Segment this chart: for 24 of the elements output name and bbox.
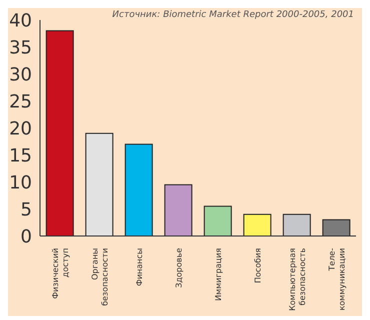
y-tick-label: 10: [9, 172, 32, 194]
bar: [322, 219, 350, 236]
y-tick-label: 5: [20, 199, 32, 220]
bar: [243, 214, 272, 236]
bar: [46, 30, 74, 236]
bar: [124, 144, 153, 236]
y-tick-label: 25: [9, 91, 32, 112]
bar: [282, 214, 311, 236]
x-tick-label: Финансы: [134, 248, 144, 286]
y-tick-label: 15: [9, 145, 32, 166]
bar: [85, 132, 114, 236]
bar: [204, 206, 232, 236]
x-tick-label: Пособия: [253, 248, 262, 284]
y-tick-label: 0: [20, 226, 32, 248]
x-tick-label: Компьютерная безопасность: [288, 248, 307, 311]
x-tick-label: Иммиграция: [214, 248, 223, 301]
annotation: Источник: Biometric Market Report 2000-2005, 2001: [111, 10, 354, 20]
bar: [164, 184, 192, 236]
x-tick-label: Здоровье: [174, 248, 184, 288]
y-tick-label: 20: [9, 118, 32, 140]
y-tick-label: 30: [9, 64, 32, 86]
y-tick-label: 35: [9, 37, 32, 58]
y-tick-label: 40: [9, 10, 32, 32]
x-tick-label: Физический доступ: [50, 248, 70, 299]
